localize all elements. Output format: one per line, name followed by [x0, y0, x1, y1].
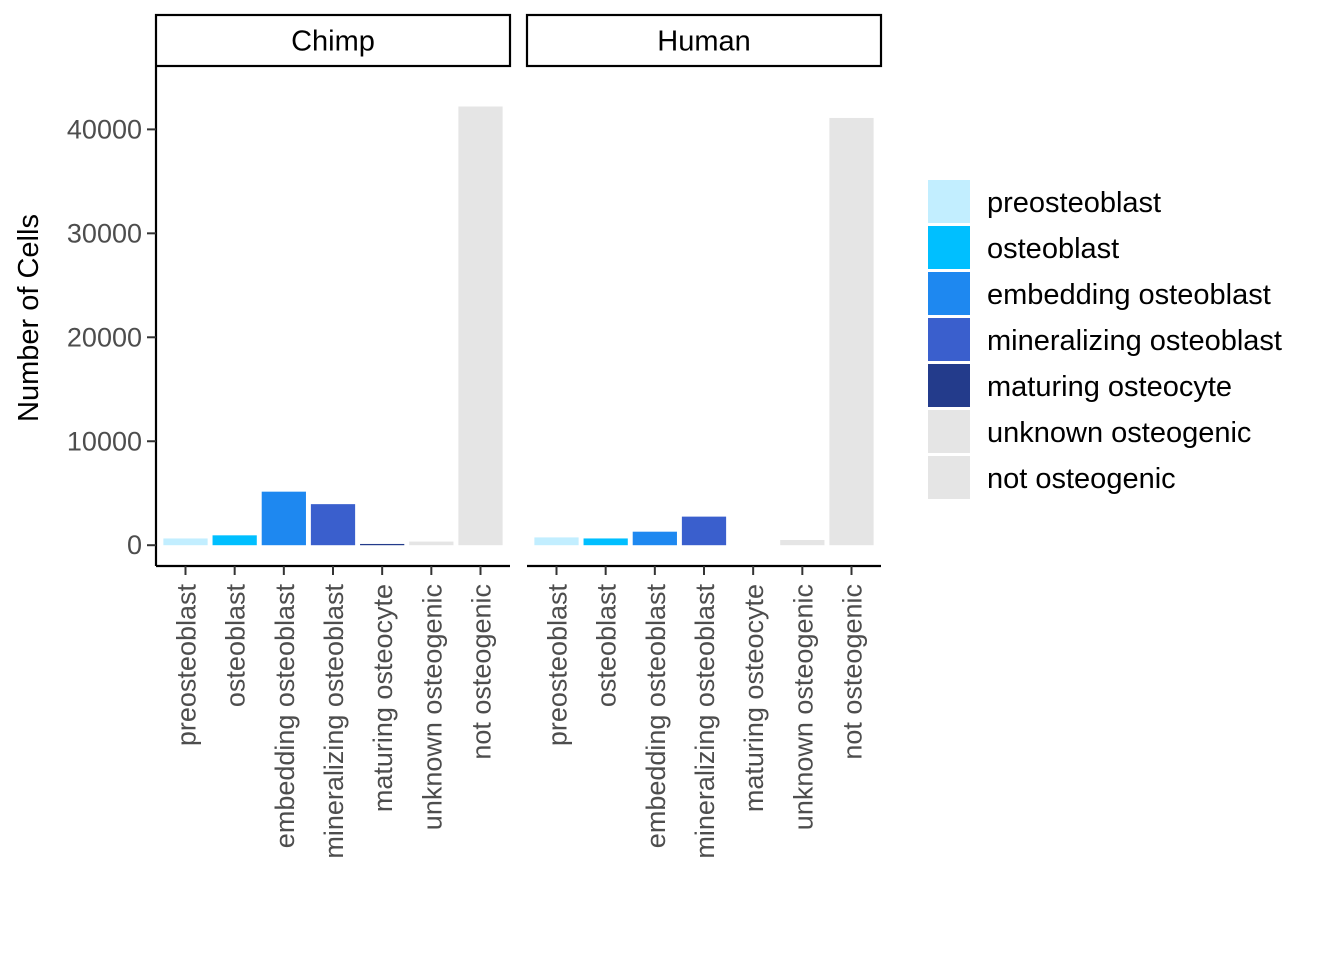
- bar-human-unknown-osteogenic: [780, 540, 825, 546]
- facet-label-human: Human: [657, 26, 751, 58]
- legend-label-osteoblast: osteoblast: [987, 233, 1119, 265]
- x-tick-label-human-embedding-osteoblast: embedding osteoblast: [641, 584, 671, 849]
- bar-human-not-osteogenic: [829, 117, 874, 546]
- bar-human-osteoblast: [583, 538, 628, 546]
- y-tick-label-30000: 30000: [67, 218, 142, 248]
- legend-label-mineralizing-osteoblast: mineralizing osteoblast: [987, 325, 1282, 357]
- legend-key-not-osteogenic: [928, 456, 970, 499]
- legend-key-unknown-osteogenic: [928, 410, 970, 453]
- facet-human: Human preosteoblast osteoblast embedding os…: [525, 13, 883, 859]
- legend-label-maturing-osteocyte: maturing osteocyte: [987, 371, 1232, 403]
- bar-human-preosteoblast: [534, 537, 579, 546]
- legend-label-unknown-osteogenic: unknown osteogenic: [987, 417, 1251, 449]
- x-tick-label-human-preosteoblast: preosteoblast: [543, 584, 573, 747]
- x-tick-label-human-osteoblast: osteoblast: [592, 584, 622, 708]
- legend-key-preosteoblast: [928, 180, 970, 223]
- legend-key-mineralizing-osteoblast: [928, 318, 970, 361]
- legend-label-not-osteogenic: not osteogenic: [987, 463, 1176, 495]
- legend-label-embedding-osteoblast: embedding osteoblast: [987, 279, 1271, 311]
- x-tick-label-chimp-preosteoblast: preosteoblast: [172, 584, 202, 747]
- x-tick-label-chimp-mineralizing-osteoblast: mineralizing osteoblast: [319, 584, 349, 859]
- y-axis-title: Number of Cells: [13, 214, 45, 422]
- bar-chimp-mineralizing-osteoblast: [310, 504, 356, 546]
- x-tick-label-chimp-osteoblast: osteoblast: [221, 584, 251, 708]
- y-axis: 0 10000 20000 30000 40000: [67, 67, 158, 566]
- bar-chimp-preosteoblast: [163, 538, 208, 546]
- bar-chimp-osteoblast: [212, 535, 257, 546]
- legend-label-preosteoblast: preosteoblast: [987, 187, 1161, 219]
- facet-strip-chimp: [154, 13, 512, 68]
- bar-human-mineralizing-osteoblast: [681, 516, 727, 546]
- facet-label-chimp: Chimp: [291, 26, 375, 58]
- x-tick-label-human-mineralizing-osteoblast: mineralizing osteoblast: [690, 584, 720, 859]
- bar-chimp-unknown-osteogenic: [409, 541, 454, 546]
- bar-chimp-maturing-osteocyte: [360, 543, 405, 546]
- bar-human-embedding-osteoblast: [632, 531, 677, 546]
- y-tick-label-20000: 20000: [67, 322, 142, 352]
- y-tick-label-40000: 40000: [67, 114, 142, 144]
- bar-chimp-not-osteogenic: [458, 106, 503, 546]
- x-tick-label-human-maturing-osteocyte: maturing osteocyte: [739, 584, 769, 812]
- facet-chimp: Chimp preosteoblast osteoblast embedding os…: [154, 13, 512, 859]
- legend: preosteoblast osteoblast embedding osteobl…: [928, 180, 1282, 499]
- x-tick-label-chimp-not-osteogenic: not osteogenic: [467, 584, 497, 760]
- legend-key-maturing-osteocyte: [928, 364, 970, 407]
- legend-key-embedding-osteoblast: [928, 272, 970, 315]
- x-tick-label-chimp-embedding-osteoblast: embedding osteoblast: [270, 584, 300, 849]
- legend-key-osteoblast: [928, 226, 970, 269]
- x-tick-label-chimp-unknown-osteogenic: unknown osteogenic: [417, 584, 447, 830]
- x-tick-label-human-not-osteogenic: not osteogenic: [838, 584, 868, 760]
- y-tick-label-10000: 10000: [67, 426, 142, 456]
- x-tick-label-human-unknown-osteogenic: unknown osteogenic: [788, 584, 818, 830]
- facets-layer: Chimp preosteoblast osteoblast embedding os…: [154, 13, 883, 859]
- y-tick-label-0: 0: [127, 530, 142, 560]
- x-tick-label-chimp-maturing-osteocyte: maturing osteocyte: [368, 584, 398, 812]
- bar-chimp-embedding-osteoblast: [261, 491, 306, 546]
- facet-strip-human: [525, 13, 883, 68]
